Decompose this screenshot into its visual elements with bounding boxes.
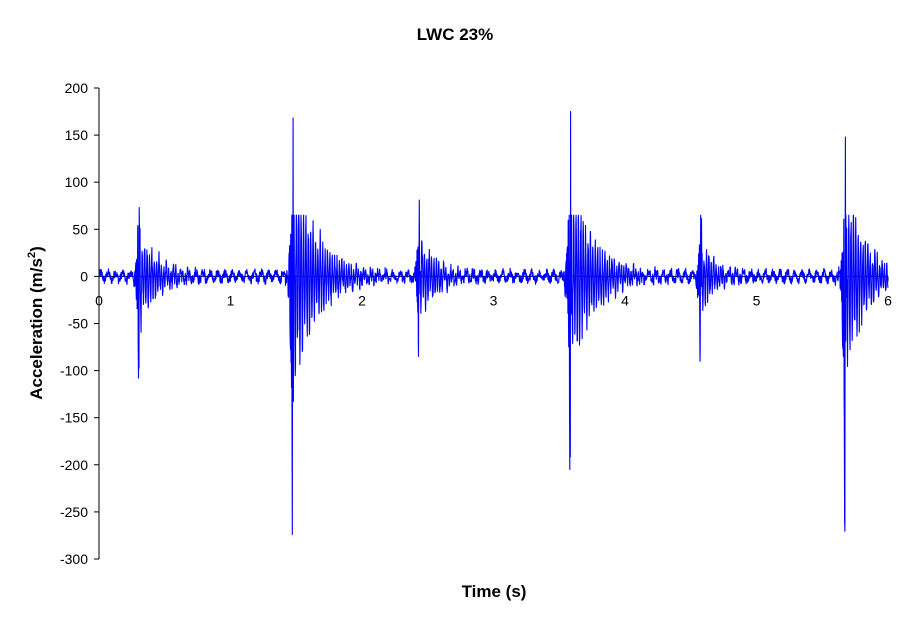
y-tick-label: -200 bbox=[60, 457, 88, 473]
y-axis-title-close: ) bbox=[27, 246, 46, 252]
series-line bbox=[98, 111, 889, 536]
y-tick-label: 200 bbox=[65, 80, 89, 96]
y-tick-label: -250 bbox=[60, 504, 88, 520]
y-tick-label: -150 bbox=[60, 410, 88, 426]
x-axis-title: Time (s) bbox=[462, 582, 527, 601]
y-tick-label: 0 bbox=[80, 268, 88, 284]
y-tick-label: 100 bbox=[65, 174, 89, 190]
y-axis: 200 150 100 50 0 -50 -100 -150 -200 -250 -300 bbox=[60, 80, 100, 567]
y-tick-label: 50 bbox=[72, 221, 88, 237]
y-axis-title-sup: 2 bbox=[26, 252, 38, 258]
x-tick-label: 6 bbox=[884, 292, 892, 308]
y-tick-label: -50 bbox=[68, 316, 88, 332]
y-tick-label: -300 bbox=[60, 551, 88, 567]
series-layer bbox=[98, 111, 889, 536]
y-axis-title-main: Acceleration (m/s bbox=[27, 258, 46, 400]
x-tick-label: 4 bbox=[621, 292, 629, 308]
chart-title: LWC 23% bbox=[417, 25, 494, 44]
x-tick-label: 1 bbox=[227, 292, 235, 308]
x-tick-label: 5 bbox=[753, 292, 761, 308]
y-tick-label: -100 bbox=[60, 363, 88, 379]
x-tick-label: 0 bbox=[95, 292, 103, 308]
y-axis-title: Acceleration (m/s2) bbox=[26, 246, 46, 400]
x-tick-label: 2 bbox=[358, 292, 366, 308]
x-tick-label: 3 bbox=[490, 292, 498, 308]
y-tick-label: 150 bbox=[65, 127, 89, 143]
